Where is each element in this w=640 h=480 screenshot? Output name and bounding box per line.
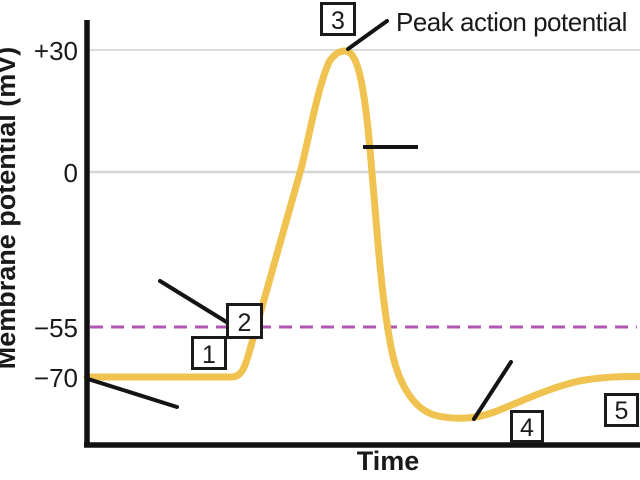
marker-box-5-rect [604, 393, 639, 427]
tick-label-minus55: −55 [34, 313, 78, 343]
marker-box-3-rect [320, 2, 356, 36]
marker-box-1: 1 [191, 336, 227, 370]
peak-annotation-label: Peak action potential [396, 7, 627, 37]
marker-box-4: 4 [510, 410, 544, 443]
marker-box-4-label: 4 [520, 414, 534, 442]
marker-box-5-label: 5 [615, 397, 629, 425]
marker-box-1-label: 1 [202, 341, 216, 369]
marker-box-1-rect [191, 336, 227, 370]
marker-box-2: 2 [226, 303, 263, 339]
tick-label-zero: 0 [64, 158, 78, 188]
leader-line-peak [346, 19, 389, 51]
leader-line-hyperpolarization [472, 360, 513, 421]
marker-box-2-label: 2 [238, 309, 252, 337]
marker-box-2-rect [226, 303, 263, 339]
y-axis-label: Membrane potential (mV) [0, 47, 21, 370]
action-potential-curve [83, 47, 640, 422]
marker-box-3-label: 3 [331, 7, 345, 35]
tick-label-plus30: +30 [34, 36, 78, 66]
tick-label-minus70: −70 [34, 363, 78, 393]
leader-line-threshold [158, 279, 235, 328]
marker-box-3: 3 [320, 2, 356, 36]
marker-box-5: 5 [604, 393, 639, 427]
x-axis-label: Time [357, 446, 420, 476]
leader-line-resting [86, 377, 179, 409]
marker-box-4-rect [510, 410, 544, 443]
